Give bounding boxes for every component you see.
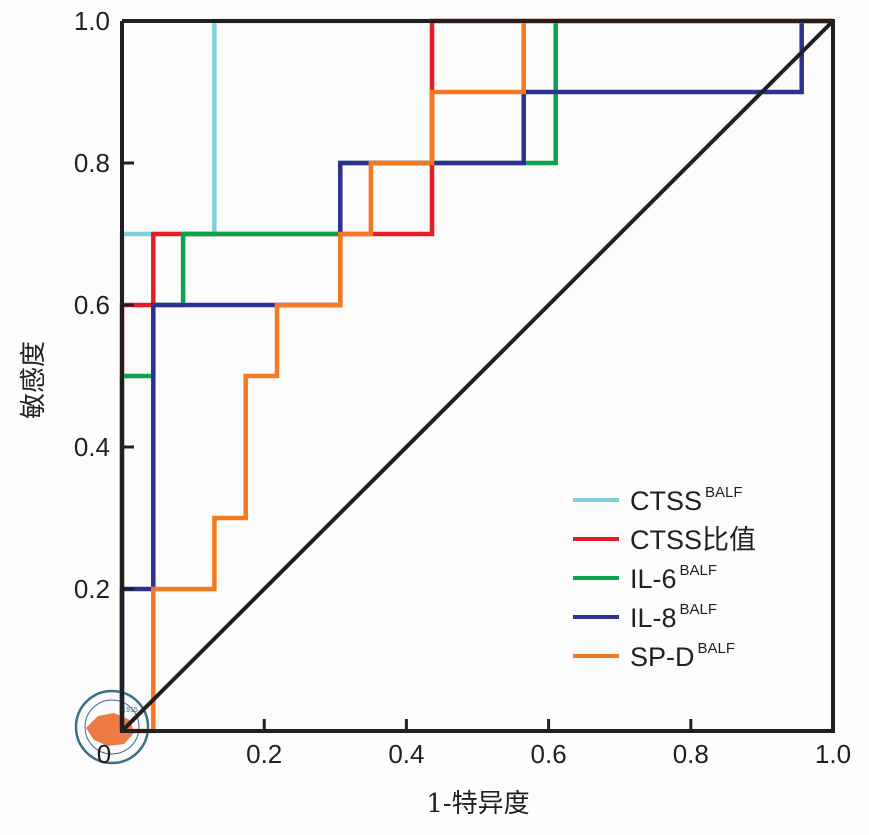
legend-superscript-2: BALF (680, 562, 718, 579)
legend-superscript-3: BALF (680, 601, 718, 618)
legend-label-4: SP-D (630, 642, 695, 672)
x-tick-label: 0 (97, 739, 111, 769)
y-tick-label: 0.6 (74, 290, 110, 320)
x-tick-label: 0.6 (531, 739, 567, 769)
watermark-inner-ring (84, 699, 140, 755)
y-tick-label: 0.8 (74, 148, 110, 178)
series-line-4 (122, 18, 833, 734)
legend-superscript-4: BALF (698, 640, 736, 657)
legend-label-2: IL-6 (630, 564, 677, 594)
legend-label-3: IL-8 (630, 603, 677, 633)
series-line-2 (119, 18, 833, 731)
axes (120, 19, 835, 733)
y-tick-label: 1.0 (74, 6, 110, 36)
legend-label-0: CTSS (630, 486, 702, 516)
x-axis-label: 1-特异度 (426, 789, 529, 819)
legend-label-1: CTSS比值 (630, 525, 756, 555)
y-ticks: 0.2 0.4 0.6 0.8 1.0 (74, 6, 134, 604)
watermark-year: 1915 (122, 707, 138, 714)
axis-frame (120, 19, 835, 733)
y-tick-label: 0.4 (74, 432, 110, 462)
x-tick-label: 1.0 (815, 739, 851, 769)
y-axis-label: 敏感度 (19, 341, 49, 419)
x-tick-label: 0.4 (388, 739, 424, 769)
reference-diagonal (120, 19, 835, 733)
x-ticks: 0 0.2 0.4 0.6 0.8 1.0 (97, 719, 851, 769)
x-tick-label: 0.8 (673, 739, 709, 769)
series-line-3 (119, 18, 833, 731)
watermark-logo: 1915 (74, 689, 150, 765)
legend-superscript-0: BALF (705, 484, 743, 501)
x-tick-label: 0.2 (246, 739, 282, 769)
y-tick-label: 0.2 (74, 574, 110, 604)
